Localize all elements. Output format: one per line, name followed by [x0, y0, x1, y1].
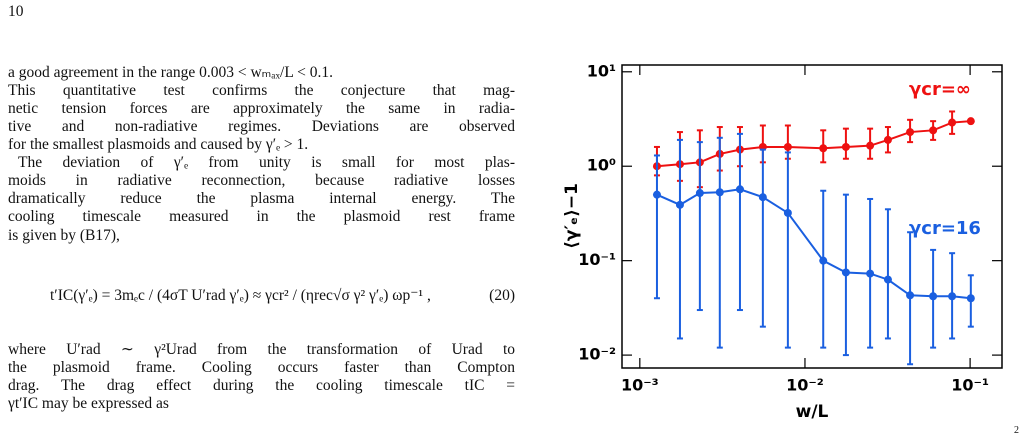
x-tick-label: 10⁻³: [621, 376, 659, 395]
point: [948, 118, 957, 127]
point: [841, 142, 850, 151]
text-line: This quantitative test confirms the conj…: [8, 82, 515, 99]
x-tick-label: 10⁻²: [786, 376, 824, 395]
point: [783, 142, 792, 151]
point: [819, 144, 828, 153]
text-line: The deviation of γ′ₑ from unity is small…: [18, 154, 515, 171]
point: [866, 141, 875, 150]
plot-frame: [621, 64, 1003, 369]
point: [735, 185, 744, 194]
equation: t′IC(γ′ₑ) = 3mₑc / (4σT U′rad γ′ₑ) ≈ γcr…: [50, 287, 431, 304]
point: [966, 294, 975, 303]
point: [841, 268, 850, 277]
text-line: for the smallest plasmoids and caused by…: [8, 136, 309, 153]
y-tick-label: 10⁻²: [578, 345, 616, 364]
text-line: is given by (B17),: [8, 227, 120, 244]
legend-label: γcr=∞: [909, 79, 971, 100]
text-line: a good agreement in the range 0.003 < wₘ…: [8, 64, 333, 81]
text-line: netic tension forces are approximately t…: [8, 100, 515, 117]
text-line: where U′rad ∼ γ²Urad from the transforma…: [8, 341, 515, 358]
point: [966, 117, 975, 126]
point: [695, 189, 704, 198]
text-line: tive and non-radiative regimes. Deviatio…: [8, 118, 515, 135]
point: [906, 128, 915, 137]
legend-label: γcr=16: [909, 218, 981, 239]
point: [883, 135, 892, 144]
series-line: [656, 188, 971, 300]
corner-mark: 2: [1014, 425, 1019, 436]
point: [929, 126, 938, 135]
point: [929, 292, 938, 301]
text-line: the plasmoid frame. Cooling occurs faste…: [8, 359, 515, 376]
point: [783, 208, 792, 217]
point: [675, 200, 684, 209]
page-number: 10: [8, 3, 24, 20]
point: [883, 275, 892, 284]
series-line: [656, 120, 971, 168]
point: [819, 256, 828, 265]
text-line: cooling timescale measured in the plasmo…: [8, 208, 515, 225]
text-line: dramatically reduce the plasma internal …: [8, 190, 515, 207]
point: [715, 188, 724, 197]
text-line: γt′IC may be expressed as: [8, 395, 169, 412]
x-tick-label: 10⁻¹: [951, 376, 989, 395]
x-axis-label: w/L: [796, 402, 829, 422]
y-tick-label: 10⁰: [587, 156, 616, 175]
point: [866, 269, 875, 278]
point: [758, 193, 767, 202]
text-line: moids in radiative reconnection, because…: [8, 172, 515, 189]
point: [906, 291, 915, 300]
y-tick-label: 10⁻¹: [578, 250, 616, 269]
y-axis-label: ⟨γ′ₑ⟩−1: [562, 183, 582, 249]
equation-number: (20): [489, 287, 515, 304]
text-line: drag. The drag effect during the cooling…: [8, 377, 515, 394]
point: [652, 190, 661, 199]
y-tick-label: 10¹: [587, 61, 616, 80]
point: [948, 292, 957, 301]
